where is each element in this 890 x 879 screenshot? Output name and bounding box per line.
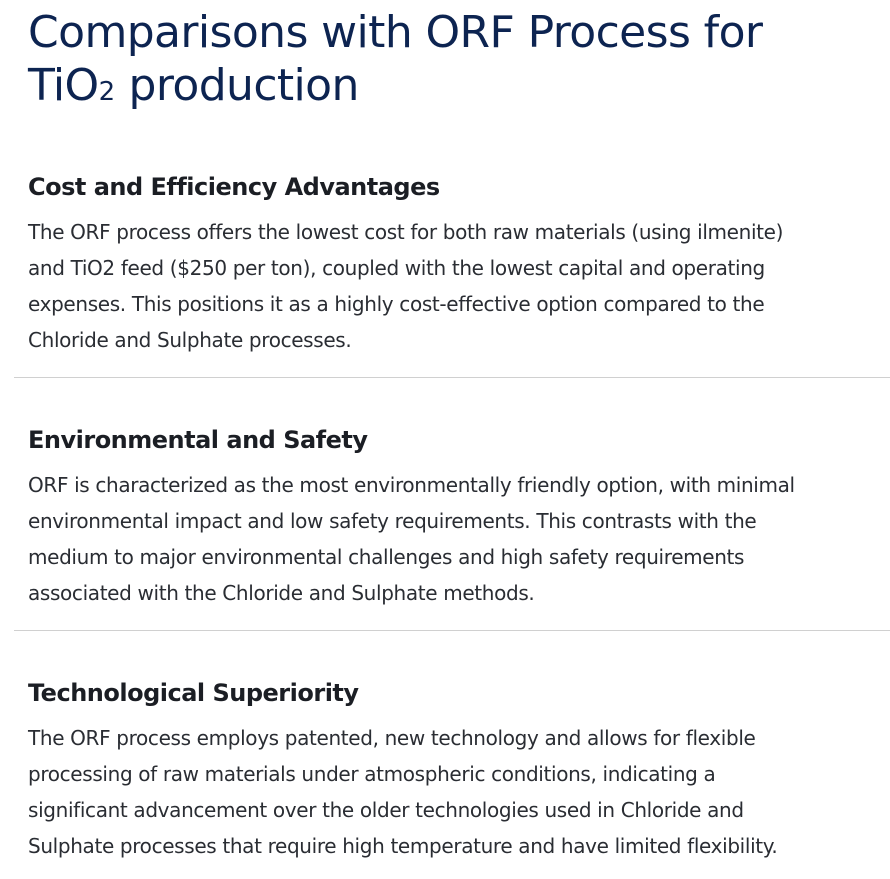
section-body-line: environmental impact and low safety requ… [28, 509, 757, 533]
section-heading: Environmental and Safety [28, 426, 368, 454]
section-body-line: associated with the Chloride and Sulphat… [28, 581, 535, 605]
section-body-line: and TiO2 feed ($250 per ton), coupled wi… [28, 256, 765, 280]
section-environmental-safety: Environmental and Safety ORF is characte… [14, 425, 890, 631]
section-body-line: ORF is characterized as the most environ… [28, 473, 795, 497]
page-title-subscript: 2 [98, 77, 116, 107]
section-cost-efficiency: Cost and Efficiency Advantages The ORF p… [14, 172, 890, 378]
section-body-line: medium to major environmental challenges… [28, 545, 745, 569]
section-body: ORF is characterized as the most environ… [28, 467, 886, 611]
page-title-line-1: Comparisons with ORF Process for [28, 7, 763, 58]
section-technological-superiority: Technological Superiority The ORF proces… [14, 678, 890, 878]
section-body-line: Chloride and Sulphate processes. [28, 328, 352, 352]
section-body: The ORF process employs patented, new te… [28, 720, 886, 864]
page-title-line-2-suffix: production [115, 60, 360, 111]
section-body-line: expenses. This positions it as a highly … [28, 292, 765, 316]
section-body: The ORF process offers the lowest cost f… [28, 214, 886, 358]
section-body-line: processing of raw materials under atmosp… [28, 762, 716, 786]
section-heading: Technological Superiority [28, 679, 359, 707]
section-body-line: Sulphate processes that require high tem… [28, 834, 778, 858]
section-body-line: significant advancement over the older t… [28, 798, 744, 822]
page-title: Comparisons with ORF Process for TiO2 pr… [28, 6, 878, 119]
section-heading: Cost and Efficiency Advantages [28, 173, 440, 201]
section-body-line: The ORF process offers the lowest cost f… [28, 220, 784, 244]
page-title-line-2-prefix: TiO [28, 60, 99, 111]
section-body-line: The ORF process employs patented, new te… [28, 726, 756, 750]
